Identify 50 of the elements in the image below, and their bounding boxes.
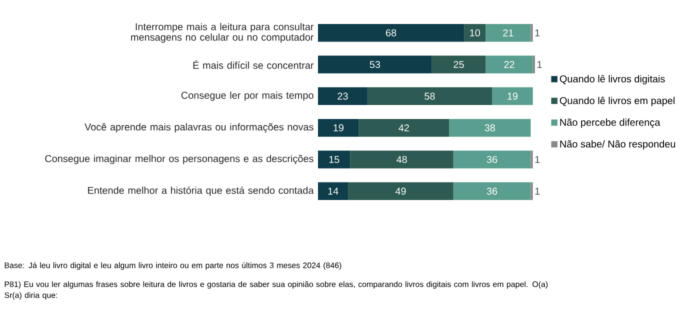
data-label: 42 <box>398 124 409 132</box>
data-label: 58 <box>424 92 435 100</box>
data-label: 1 <box>535 188 540 195</box>
bar <box>350 150 454 168</box>
bar <box>318 182 348 200</box>
legend-label: Quando lê livros em papel <box>560 96 674 106</box>
data-label: 48 <box>396 156 407 164</box>
bar <box>367 87 492 106</box>
y-tick-label: Entende melhor a história que está sendo contada <box>88 186 314 196</box>
bar <box>318 87 368 106</box>
data-label: 21 <box>503 29 514 36</box>
data-label: 68 <box>386 29 396 36</box>
data-label: 53 <box>370 60 380 68</box>
bar <box>486 24 531 42</box>
data-label: 22 <box>504 61 514 68</box>
data-label: 1 <box>535 156 540 163</box>
data-label: 19 <box>508 92 518 100</box>
legend-label: Não sabe/ Não respondeu <box>560 140 676 150</box>
bar <box>318 24 464 42</box>
bar <box>486 56 533 74</box>
data-label: 25 <box>454 60 464 68</box>
y-tick-label: Você aprende mais palavras ou informações novas <box>84 123 314 133</box>
y-tick-label: Consegue imaginar melhor os personagens e as descrições <box>45 154 314 164</box>
y-tick-label: Interrompe mais a leitura para consultar mensagens no celular ou no computador <box>131 22 314 43</box>
data-label: 23 <box>338 92 348 100</box>
data-label: 1 <box>535 29 540 36</box>
data-label: 14 <box>328 188 338 195</box>
legend-label: Quando lê livros digitais <box>560 75 665 84</box>
data-label: 36 <box>486 156 498 164</box>
data-label: 36 <box>486 188 498 195</box>
bar <box>453 182 531 200</box>
bar <box>358 118 450 137</box>
data-label: 10 <box>470 29 480 36</box>
bar <box>318 118 359 137</box>
y-tick-label: É mais difícil se concentrar <box>193 60 314 69</box>
data-label: 15 <box>329 156 340 163</box>
legend-label: Não percebe diferença <box>560 118 660 128</box>
data-label: 49 <box>395 188 406 195</box>
bar <box>318 150 350 168</box>
data-label: 1 <box>537 61 542 68</box>
bar <box>348 182 454 200</box>
bar <box>432 56 486 74</box>
data-label: 19 <box>334 124 344 132</box>
bar <box>464 24 486 42</box>
y-tick-label: Consegue ler por mais tempo <box>181 92 314 101</box>
bar <box>449 118 531 137</box>
bar <box>453 150 531 168</box>
data-label: 38 <box>484 124 495 132</box>
bar <box>318 56 432 74</box>
bar <box>492 87 533 106</box>
